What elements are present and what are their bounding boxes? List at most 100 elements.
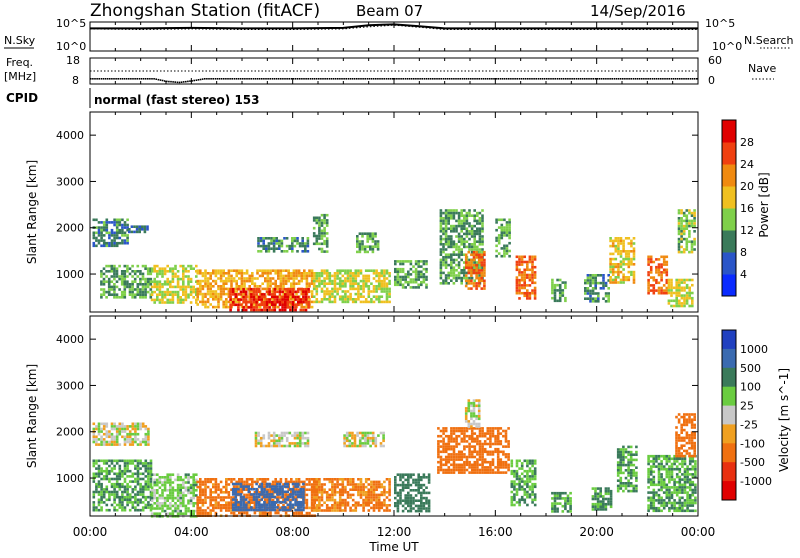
range-time-cell <box>316 491 319 494</box>
range-time-cell <box>597 295 600 298</box>
range-time-cell <box>235 275 238 278</box>
range-time-cell <box>271 304 274 307</box>
range-time-cell <box>423 260 426 263</box>
range-time-cell <box>108 470 111 473</box>
range-time-cell <box>470 261 473 264</box>
range-time-cell <box>113 265 116 268</box>
range-time-cell <box>394 476 397 479</box>
range-time-cell <box>258 509 261 512</box>
range-time-cell <box>336 491 339 494</box>
range-time-cell <box>159 283 162 286</box>
freq-point <box>231 78 233 80</box>
range-time-cell <box>458 261 461 264</box>
range-time-cell <box>630 242 633 245</box>
range-time-cell <box>264 269 267 272</box>
range-time-cell <box>294 306 297 309</box>
range-time-cell <box>274 282 277 285</box>
range-time-cell <box>225 277 228 280</box>
freq-point <box>109 78 111 80</box>
range-time-cell <box>215 272 218 275</box>
range-time-cell <box>126 283 129 286</box>
range-time-cell <box>660 292 663 295</box>
range-time-cell <box>625 255 628 258</box>
range-time-cell <box>663 261 666 264</box>
range-time-cell <box>473 233 476 236</box>
range-time-cell <box>98 470 101 473</box>
range-time-cell <box>612 258 615 261</box>
range-time-cell <box>297 483 300 486</box>
range-time-cell <box>628 260 631 263</box>
range-time-cell <box>95 506 98 509</box>
range-time-cell <box>268 298 271 301</box>
range-time-cell <box>262 245 265 248</box>
range-time-cell <box>321 504 324 507</box>
range-time-cell <box>95 237 98 240</box>
range-time-cell <box>260 240 263 243</box>
range-time-cell <box>196 298 199 301</box>
freq-point <box>360 78 362 80</box>
range-time-cell <box>103 280 106 283</box>
range-time-cell <box>386 277 389 280</box>
range-time-cell <box>261 301 264 304</box>
range-time-cell <box>370 501 373 504</box>
freq-point <box>314 78 316 80</box>
range-time-cell <box>680 251 683 254</box>
range-time-cell <box>321 275 324 278</box>
range-time-cell <box>275 247 278 250</box>
range-time-cell <box>369 232 372 235</box>
range-time-cell <box>116 232 119 235</box>
range-time-cell <box>633 276 636 279</box>
range-time-cell <box>212 285 215 288</box>
range-time-cell <box>199 293 202 296</box>
range-time-cell <box>100 234 103 237</box>
freq-point <box>335 78 337 80</box>
range-time-cell <box>111 443 114 446</box>
range-time-cell <box>647 287 650 290</box>
range-time-cell <box>526 261 529 264</box>
range-time-cell <box>399 278 402 281</box>
range-time-cell <box>95 486 98 489</box>
range-time-cell <box>119 237 122 240</box>
range-time-cell <box>126 488 129 491</box>
range-time-cell <box>375 295 378 298</box>
range-time-cell <box>217 298 220 301</box>
range-time-cell <box>339 509 342 512</box>
range-time-cell <box>321 301 324 304</box>
range-time-cell <box>199 499 202 502</box>
range-time-cell <box>196 496 199 499</box>
range-time-cell <box>460 235 463 238</box>
range-time-cell <box>116 229 119 232</box>
range-time-cell <box>172 280 175 283</box>
range-time-cell <box>620 260 623 263</box>
range-time-cell <box>339 280 342 283</box>
range-time-cell <box>118 265 121 268</box>
range-time-cell <box>473 246 476 249</box>
range-time-cell <box>98 433 101 436</box>
range-time-cell <box>161 291 164 294</box>
range-time-cell <box>302 504 305 507</box>
range-time-cell <box>564 297 567 300</box>
range-time-cell <box>523 269 526 272</box>
range-time-cell <box>479 238 482 241</box>
range-time-cell <box>412 278 415 281</box>
freq-point <box>362 78 364 80</box>
range-time-cell <box>177 486 180 489</box>
range-time-cell <box>156 296 159 299</box>
range-time-cell <box>274 485 277 488</box>
freq-point <box>609 78 611 80</box>
range-time-cell <box>248 301 251 304</box>
range-time-cell <box>282 280 285 283</box>
power-colorbar-label: Power [dB] <box>757 172 771 237</box>
range-time-cell <box>425 286 428 289</box>
range-time-cell <box>263 309 266 312</box>
range-time-cell <box>386 290 389 293</box>
nave-tick-top: 60 <box>708 54 722 67</box>
range-time-cell <box>468 269 471 272</box>
range-time-cell <box>622 247 625 250</box>
range-time-cell <box>415 286 418 289</box>
range-time-cell <box>440 274 443 277</box>
range-time-cell <box>365 285 368 288</box>
range-time-cell <box>473 248 476 251</box>
range-time-cell <box>370 483 373 486</box>
range-time-cell <box>242 296 245 299</box>
